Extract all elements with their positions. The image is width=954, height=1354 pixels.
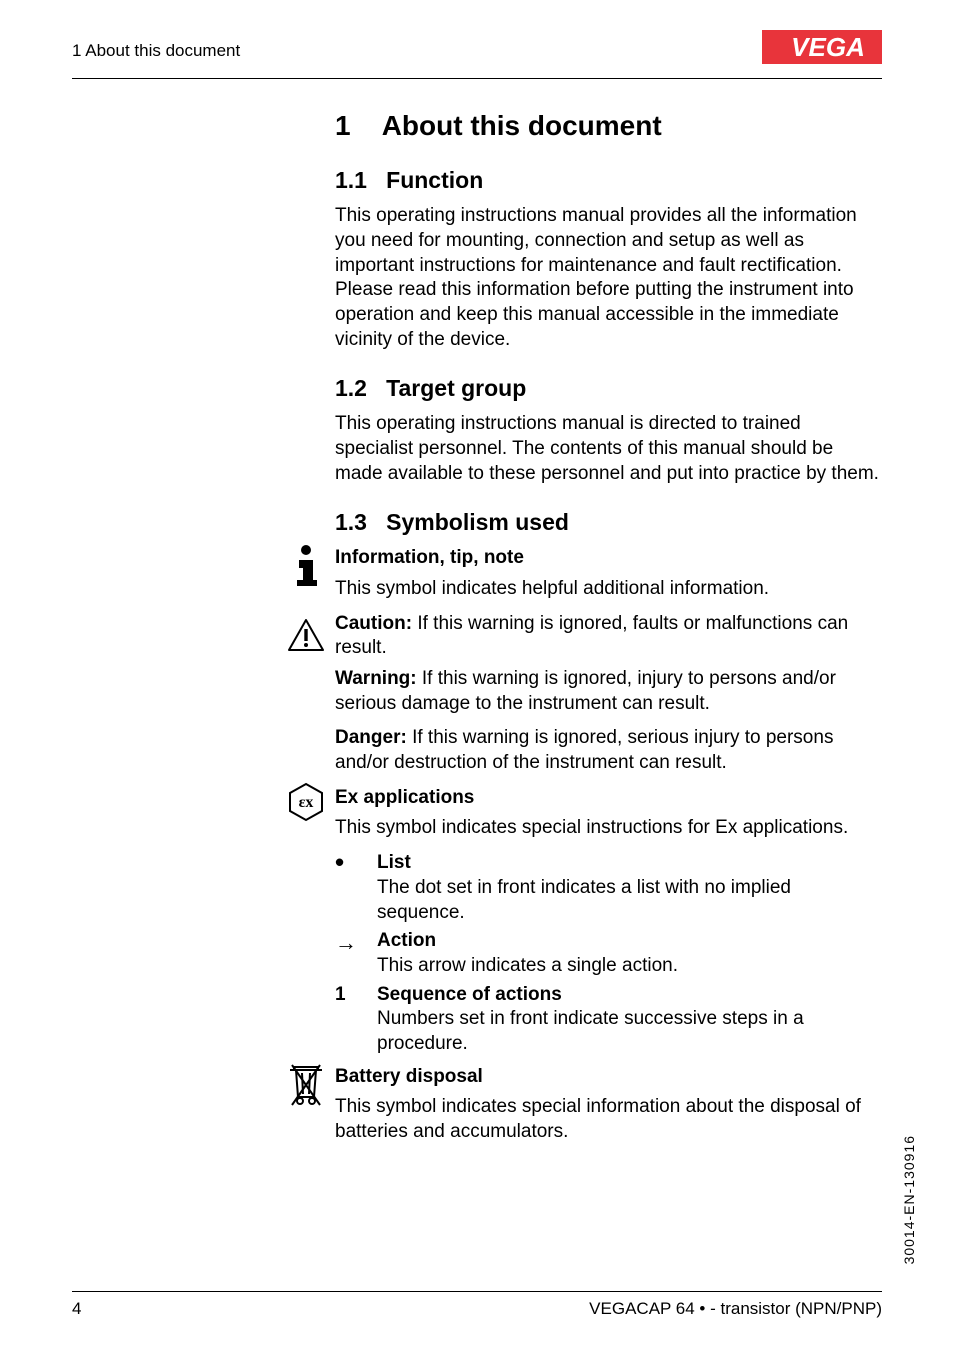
list-item-row: • List The dot set in front indicates a … (335, 851, 882, 925)
info-body: This symbol indicates helpful additional… (335, 577, 882, 602)
ex-heading: Ex applications (335, 786, 882, 811)
ex-heading-text: Ex applications (335, 787, 474, 808)
section-1-2-number: 1.2 (335, 375, 367, 401)
action-body-col: Action This arrow indicates a single act… (377, 929, 882, 978)
action-bullet: → (335, 929, 377, 978)
caution-label: Caution: (335, 613, 412, 634)
list-text: The dot set in front indicates a list wi… (377, 876, 882, 925)
list-bullet: • (335, 851, 377, 925)
section-1-3-title: Symbolism used (386, 509, 569, 535)
chapter-number: 1 (335, 110, 351, 141)
battery-body: This symbol indicates special informatio… (335, 1095, 882, 1144)
danger-label: Danger: (335, 727, 407, 748)
section-1-3-number: 1.3 (335, 509, 367, 535)
svg-text:εx: εx (299, 794, 314, 811)
footer-page-number: 4 (72, 1298, 81, 1320)
info-heading: Information, tip, note (335, 546, 882, 571)
list-heading: List (377, 851, 882, 876)
battery-heading: Battery disposal (335, 1065, 882, 1090)
header-section-ref: 1 About this document (72, 40, 240, 62)
content-column: 1 About this document 1.1 Function This … (335, 108, 882, 1155)
action-heading: Action (377, 929, 882, 954)
side-doc-code: 30014-EN-130916 (900, 1135, 918, 1264)
warning-block: Warning: If this warning is ignored, inj… (335, 667, 882, 716)
logo-text: VEGA (791, 32, 865, 62)
action-text: This arrow indicates a single action. (377, 954, 882, 979)
caution-body: If this warning is ignored, faults or ma… (335, 613, 848, 659)
ex-body: This symbol indicates special instructio… (335, 816, 882, 841)
sequence-bullet: 1 (335, 983, 377, 1057)
sequence-row: 1 Sequence of actions Numbers set in fro… (335, 983, 882, 1057)
sequence-heading: Sequence of actions (377, 983, 882, 1008)
section-1-1-heading: 1.1 Function (335, 166, 882, 196)
info-heading-text: Information, tip, note (335, 547, 524, 568)
vega-logo: VEGA (762, 30, 882, 72)
warning-label: Warning: (335, 668, 417, 689)
list-body-col: List The dot set in front indicates a li… (377, 851, 882, 925)
caution-line: Caution: If this warning is ignored, fau… (335, 612, 882, 661)
sequence-text: Numbers set in front indicate successive… (377, 1007, 882, 1056)
section-1-1-body: This operating instructions manual provi… (335, 204, 882, 352)
footer-product: VEGACAP 64 • - transistor (NPN/PNP) (589, 1298, 882, 1320)
section-1-1-title: Function (386, 167, 483, 193)
chapter-title: About this document (382, 110, 662, 141)
danger-body: If this warning is ignored, serious inju… (335, 727, 833, 773)
action-row: → Action This arrow indicates a single a… (335, 929, 882, 978)
sequence-body-col: Sequence of actions Numbers set in front… (377, 983, 882, 1057)
section-1-2-title: Target group (386, 375, 526, 401)
page-header: 1 About this document VEGA (72, 30, 882, 79)
battery-heading-text: Battery disposal (335, 1066, 483, 1087)
danger-block: Danger: If this warning is ignored, seri… (335, 726, 882, 775)
section-1-2-heading: 1.2 Target group (335, 374, 882, 404)
section-1-3-heading: 1.3 Symbolism used (335, 508, 882, 538)
section-1-2-body: This operating instructions manual is di… (335, 412, 882, 486)
chapter-heading: 1 About this document (335, 108, 882, 144)
page-footer: 4 VEGACAP 64 • - transistor (NPN/PNP) (72, 1291, 882, 1320)
section-1-1-number: 1.1 (335, 167, 367, 193)
warning-triangle-icon (286, 618, 326, 660)
battery-disposal-icon (286, 1061, 326, 1117)
info-icon (286, 544, 326, 596)
ex-hexagon-icon: εx (286, 782, 326, 830)
